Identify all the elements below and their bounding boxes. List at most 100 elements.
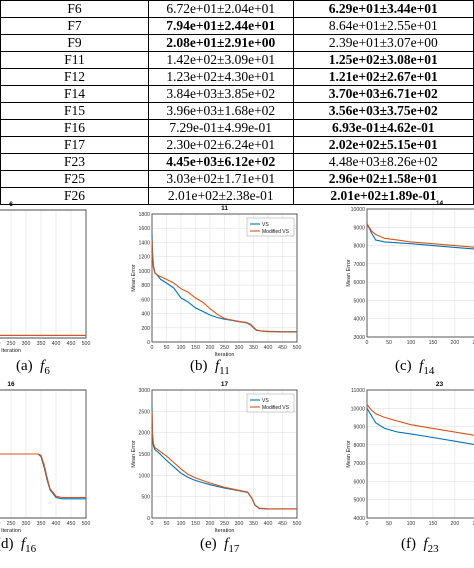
caption-d-sub: 16	[25, 543, 36, 555]
chart-17-legend-label: VS	[262, 398, 269, 404]
chart-11-xtick-label: 200	[206, 345, 215, 351]
chart-14-ytick-label: 3000	[353, 335, 365, 341]
chart-17-ylabel: Mean Error	[131, 440, 137, 468]
modified-vs-cell: 3.56e+03±3.75e+02	[293, 103, 473, 120]
chart-11-ytick-label: 1600	[138, 226, 150, 232]
chart-17-xtick-label: 350	[249, 521, 258, 527]
chart-6-xtick-label: 300	[22, 341, 31, 347]
function-cell: F15	[1, 103, 149, 120]
chart-11-ytick-label: 1000	[138, 269, 150, 275]
caption-b-label: (b)	[190, 358, 208, 374]
vs-cell: 6.72e+01±2.04e+01	[148, 1, 293, 18]
chart-11-ytick-label: 1400	[138, 240, 150, 246]
chart-14-axes	[367, 209, 474, 337]
chart-14-ytick-label: 9000	[353, 225, 365, 231]
chart-23-ytick-label: 4000	[353, 516, 365, 522]
modified-vs-cell: 1.25e+02±3.08e+01	[293, 52, 473, 69]
chart-17-xtick-label: 200	[206, 521, 215, 527]
chart-14-xtick-label: 150	[429, 340, 438, 346]
caption-e: (e) f17	[200, 536, 239, 555]
caption-f: (f) f23	[401, 536, 439, 555]
chart-23-xtick-label: 0	[366, 521, 369, 527]
chart-17-ytick-label: 500	[141, 495, 150, 501]
chart-11-xtick-label: 500	[293, 345, 302, 351]
chart-23-xtick-label: 100	[407, 521, 416, 527]
chart-11-ytick-label: 1200	[138, 255, 150, 261]
chart-14-ytick-label: 7000	[353, 262, 365, 268]
function-cell: F11	[1, 52, 149, 69]
vs-cell: 4.45e+03±6.12e+02	[148, 154, 293, 171]
chart-17-xtick-label: 50	[164, 521, 170, 527]
vs-cell: 2.30e+02±6.24e+01	[148, 137, 293, 154]
chart-11-xtick-label: 450	[278, 345, 287, 351]
chart-11-ytick-label: 600	[141, 297, 150, 303]
vs-cell: 3.84e+03±3.85e+02	[148, 86, 293, 103]
chart-14-xtick-label: 100	[407, 340, 416, 346]
chart-14-xtick-label: 200	[451, 340, 460, 346]
chart-6-xtick-label: 500	[82, 341, 91, 347]
chart-11-ytick-label: 200	[141, 326, 150, 332]
chart-17-xtick-label: 450	[278, 521, 287, 527]
chart-11-xtick-label: 100	[177, 345, 186, 351]
chart-14-title: 14	[436, 200, 444, 207]
function-cell: F14	[1, 86, 149, 103]
modified-vs-cell: 2.39e+01±3.07e+00	[293, 35, 473, 52]
modified-vs-cell: 6.29e+01±3.44e+01	[293, 1, 473, 18]
chart-23-ytick-label: 7000	[353, 461, 365, 467]
chart-17-xtick-label: 0	[151, 521, 154, 527]
modified-vs-cell: 6.93e-01±4.62e-01	[293, 120, 473, 137]
chart-17-xlabel: Iteration	[215, 528, 235, 534]
chart-17-xtick-label: 150	[191, 521, 200, 527]
chart-23-title: 23	[436, 381, 444, 388]
chart-17-xtick-label: 300	[235, 521, 244, 527]
chart-17-ytick-label: 3000	[138, 388, 150, 394]
modified-vs-cell: 2.02e+02±5.15e+01	[293, 137, 473, 154]
chart-17-ytick-label: 2500	[138, 409, 150, 415]
chart-23-axes	[367, 390, 474, 518]
chart-11-xtick-label: 250	[220, 345, 229, 351]
chart-11-xtick-label: 0	[151, 345, 154, 351]
chart-11-title: 11	[221, 205, 228, 212]
chart-17-xtick-label: 500	[293, 521, 302, 527]
chart-23-ytick-label: 11000	[351, 388, 365, 394]
chart-11-legend-label: VS	[262, 222, 269, 228]
function-cell: F9	[1, 35, 149, 52]
chart-17-xtick-label: 250	[220, 521, 229, 527]
chart-11-xtick-label: 400	[264, 345, 273, 351]
chart-17-ytick-label: 1000	[138, 473, 150, 479]
modified-vs-cell: 4.48e+03±8.26e+02	[293, 154, 473, 171]
chart-11-xtick-label: 300	[235, 345, 244, 351]
chart-14-xtick-label: 50	[386, 340, 392, 346]
chart-17-xtick-label: 100	[177, 521, 186, 527]
chart-23-xtick-label: 150	[429, 521, 438, 527]
vs-cell: 7.94e+01±2.44e+01	[148, 18, 293, 35]
chart-11-ytick-label: 1800	[138, 212, 150, 218]
chart-11-ytick-label: 0	[147, 340, 150, 346]
chart-23-ytick-label: 5000	[353, 498, 365, 504]
chart-11-xtick-label: 350	[249, 345, 258, 351]
caption-e-label: (e)	[200, 536, 217, 552]
caption-d-label: (d)	[0, 536, 14, 552]
chart-14-ytick-label: 5000	[353, 298, 365, 304]
function-cell: F6	[1, 1, 149, 18]
chart-14-ylabel: Mean Error	[346, 259, 352, 287]
chart-6-xtick-label: 350	[37, 341, 46, 347]
vs-cell: 1.42e+02±3.09e+01	[148, 52, 293, 69]
chart-11-xtick-label: 150	[191, 345, 200, 351]
chart-6-axes	[0, 210, 86, 338]
modified-vs-cell: 3.70e+03±6.71e+02	[293, 86, 473, 103]
chart-6-xlabel: Iteration	[1, 348, 21, 354]
caption-b: (b) f11	[190, 358, 230, 377]
chart-16-xtick-label: 450	[67, 521, 76, 527]
chart-11-legend-label: Modified VS	[262, 229, 290, 235]
modified-vs-cell: 1.21e+02±2.67e+01	[293, 69, 473, 86]
chart-23-ytick-label: 6000	[353, 479, 365, 485]
chart-6-xtick-label: 400	[52, 341, 61, 347]
